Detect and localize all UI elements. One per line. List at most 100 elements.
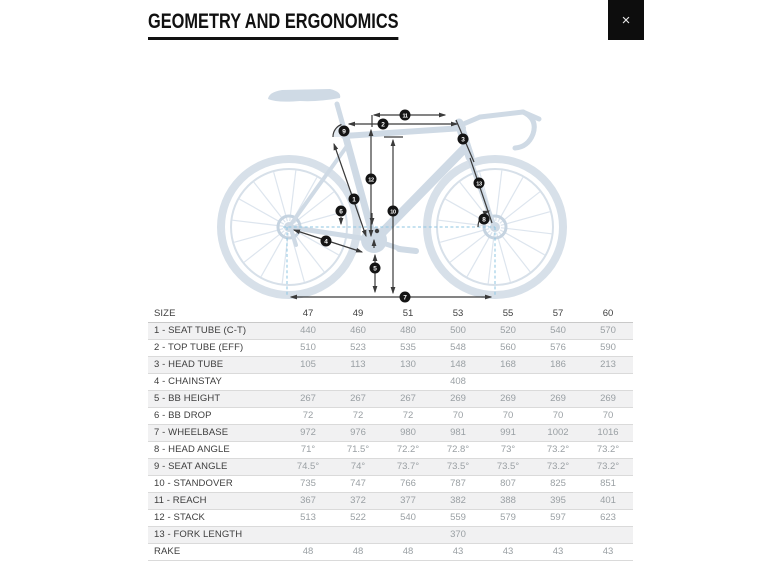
row-value [483,526,533,544]
row-value: 787 [433,475,483,493]
row-label: 9 - SEAT ANGLE [148,458,283,476]
svg-text:2: 2 [381,121,385,128]
row-value: 71.5° [333,441,383,459]
row-value: 401 [583,492,633,510]
row-value: 148 [433,356,483,374]
row-value: 130 [383,356,433,374]
row-value: 579 [483,509,533,527]
row-value: 560 [483,339,533,357]
table-row: RAKE 48 48 48 43 43 43 43 [148,543,633,561]
row-label: 8 - HEAD ANGLE [148,441,283,459]
row-value: 73.7° [383,458,433,476]
svg-text:12: 12 [368,177,374,183]
row-value: 72 [383,407,433,425]
row-value: 48 [383,543,433,561]
row-value: 559 [433,509,483,527]
svg-text:6: 6 [339,208,343,215]
row-value: 73° [483,441,533,459]
row-value: 395 [533,492,583,510]
row-label: 5 - BB HEIGHT [148,390,283,408]
row-value [283,373,333,391]
row-value: 991 [483,424,533,442]
row-value: 976 [333,424,383,442]
geometry-table: SIZE 47 49 51 53 55 57 60 1 - SEAT TUBE (C-T) 44… [148,305,633,561]
row-value: 70 [483,407,533,425]
table-row: 9 - SEAT ANGLE 74.5° 74° 73.7° 73.5° 73.5° 73.… [148,458,633,476]
row-value: 540 [383,509,433,527]
row-value: 70 [583,407,633,425]
row-value: 269 [483,390,533,408]
row-label: 12 - STACK [148,509,283,527]
row-value: 367 [283,492,333,510]
table-row: 13 - FORK LENGTH 370 [148,526,633,544]
row-value: 460 [333,322,383,340]
row-value: 370 [433,526,483,544]
svg-text:13: 13 [476,181,482,187]
row-value: 981 [433,424,483,442]
row-value: 73.2° [533,441,583,459]
row-value: 590 [583,339,633,357]
row-value: 535 [383,339,433,357]
diagram-marker-top-tube: 2 [377,118,389,130]
row-label: RAKE [148,543,283,561]
row-label: 11 - REACH [148,492,283,510]
diagram-marker-head-tube: 3 [457,133,469,145]
column-header-size-57: 57 [533,305,583,323]
table-row: 10 - STANDOVER 735 747 766 787 807 825 851 [148,475,633,493]
row-value: 74° [333,458,383,476]
diagram-marker-standover: 10 [387,205,399,217]
svg-text:11: 11 [402,113,407,119]
close-button[interactable]: × [608,0,644,40]
row-value [283,526,333,544]
row-value [533,526,583,544]
table-row: 6 - BB DROP 72 72 72 70 70 70 70 [148,407,633,425]
diagram-marker-reach: 11 [399,109,411,121]
row-value: 747 [333,475,383,493]
svg-text:5: 5 [373,265,377,272]
page-title: GEOMETRY AND ERGONOMICS [148,10,399,40]
row-label: 1 - SEAT TUBE (C-T) [148,322,283,340]
diagram-marker-wheelbase: 7 [399,291,411,303]
row-value: 168 [483,356,533,374]
row-value: 105 [283,356,333,374]
row-label: 7 - WHEELBASE [148,424,283,442]
row-value: 213 [583,356,633,374]
row-value [583,373,633,391]
row-value: 73.5° [483,458,533,476]
svg-text:1: 1 [352,196,356,203]
diagram-marker-seat-tube: 1 [348,193,360,205]
row-value: 267 [383,390,433,408]
column-header-size-53: 53 [433,305,483,323]
svg-text:8: 8 [482,216,486,223]
column-header-size: SIZE [148,305,283,323]
dashed-guides [283,226,496,296]
row-value: 576 [533,339,583,357]
row-value [333,373,383,391]
diagram-marker-bb-drop: 6 [335,205,347,217]
diagram-marker-stack: 12 [365,173,377,185]
svg-text:4: 4 [324,238,328,245]
row-value: 480 [383,322,433,340]
row-value: 408 [433,373,483,391]
row-value: 372 [333,492,383,510]
row-value [333,526,383,544]
row-value: 269 [433,390,483,408]
geometry-table-body: 1 - SEAT TUBE (C-T) 440 460 480 500 520 540 570… [148,322,633,561]
row-value: 48 [333,543,383,561]
diagram-marker-chainstay: 4 [320,235,332,247]
row-value: 269 [583,390,633,408]
row-value: 440 [283,322,333,340]
row-value: 851 [583,475,633,493]
diagram-marker-bb-height: 5 [369,262,381,274]
row-value: 500 [433,322,483,340]
table-row: 12 - STACK 513 522 540 559 579 597 623 [148,509,633,527]
row-label: 10 - STANDOVER [148,475,283,493]
row-value: 43 [483,543,533,561]
diagram-marker-fork-length: 13 [473,177,485,189]
column-header-size-51: 51 [383,305,433,323]
row-value: 623 [583,509,633,527]
row-value: 510 [283,339,333,357]
row-value [383,373,433,391]
row-value: 522 [333,509,383,527]
table-row: 8 - HEAD ANGLE 71° 71.5° 72.2° 72.8° 73° 73.2°… [148,441,633,459]
